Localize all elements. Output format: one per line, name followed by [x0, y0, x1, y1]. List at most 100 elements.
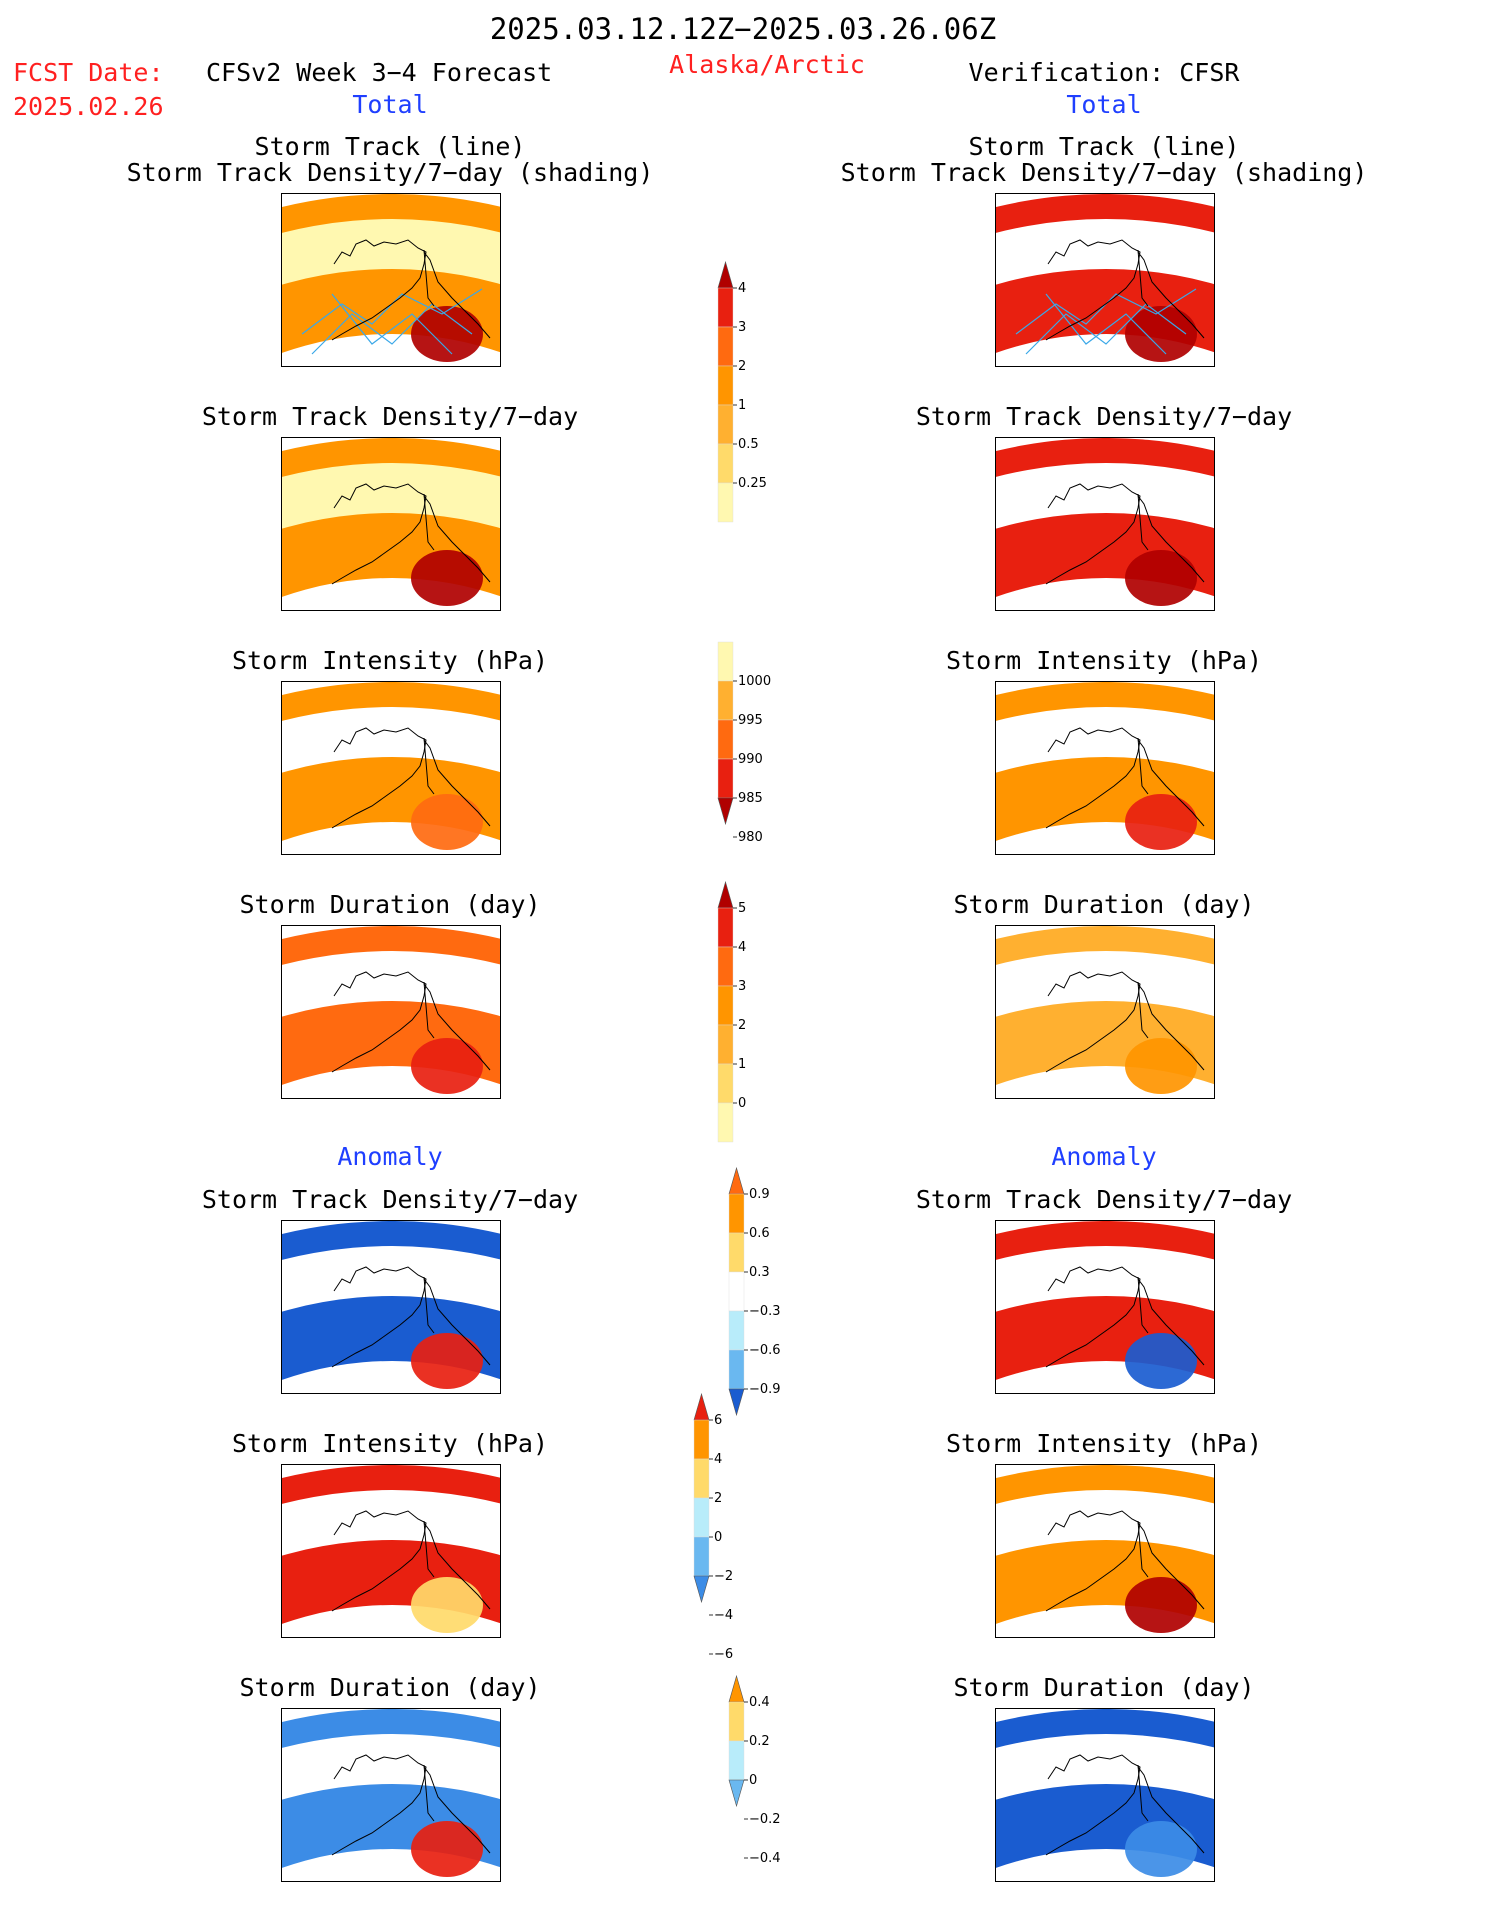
- colorbar-tick-label: −0.3: [749, 1304, 781, 1319]
- colorbar-arrow-top: [693, 1392, 710, 1421]
- map-svg: [996, 1709, 1214, 1877]
- title-track-density-shading-left: Storm Track Density/7−day (shading): [126, 158, 654, 187]
- colorbar-tick-label: 6: [714, 1413, 722, 1428]
- map-field-inner: [996, 463, 1214, 529]
- title-track-line-left: Storm Track (line): [254, 132, 526, 161]
- map-fcst-intensity: [281, 681, 501, 855]
- storm-track-lines: [301, 288, 483, 355]
- colorbar-arrow-top: [728, 1166, 745, 1195]
- map-hotspot: [411, 794, 483, 850]
- map-ver-duration: [995, 925, 1215, 1099]
- map-hotspot: [1125, 1577, 1197, 1633]
- total-label-right: Total: [1066, 90, 1142, 119]
- alaska-canada-border: [423, 493, 435, 551]
- colorbar-tick-label: −0.2: [749, 1812, 781, 1827]
- colorbar-segment: [728, 1193, 745, 1234]
- colorbar-tick-label: −4: [714, 1608, 733, 1623]
- colorbar-arrow-bottom: [728, 1388, 745, 1417]
- colorbar-segment: [728, 1232, 745, 1273]
- alaska-coastline: [331, 483, 491, 585]
- colorbar-segment: [693, 1419, 710, 1460]
- map-svg: [282, 682, 500, 850]
- map-svg: [996, 1221, 1214, 1389]
- alaska-canada-border: [1137, 249, 1149, 307]
- map-hotspot: [1125, 1333, 1197, 1389]
- map-ver-track: [995, 193, 1215, 367]
- alaska-canada-border: [423, 1520, 435, 1578]
- title-track-density-right: Storm Track Density/7−day: [915, 402, 1293, 431]
- colorbar-tick-label: 2: [738, 1018, 746, 1033]
- alaska-canada-border: [1137, 1764, 1149, 1822]
- map-svg: [282, 1221, 500, 1389]
- colorbar-tick-label: 2: [714, 1491, 722, 1506]
- colorbar-tick-label: −2: [714, 1569, 733, 1584]
- map-field-inner: [996, 1490, 1214, 1556]
- title-anom-duration-left: Storm Duration (day): [239, 1673, 541, 1702]
- map-field-inner: [996, 1246, 1214, 1312]
- alaska-canada-border: [1137, 737, 1149, 795]
- total-label-left: Total: [352, 90, 428, 119]
- map-field-inner: [282, 219, 500, 285]
- map-hotspot: [1125, 306, 1197, 362]
- colorbar-arrow-bottom: [728, 1779, 745, 1808]
- map-ver-density-anom: [995, 1220, 1215, 1394]
- colorbar-arrow-bottom: [693, 1575, 710, 1604]
- colorbar-tick-label: 1: [738, 398, 746, 413]
- period-title: 2025.03.12.12Z−2025.03.26.06Z: [489, 12, 997, 46]
- colorbar-svg: 1000 995 990 985 980: [717, 641, 771, 845]
- map-svg: [282, 438, 500, 606]
- map-fcst-density-anom: [281, 1220, 501, 1394]
- map-hotspot: [411, 1333, 483, 1389]
- title-duration-left: Storm Duration (day): [239, 890, 541, 919]
- alaska-canada-border: [423, 737, 435, 795]
- map-field-inner: [996, 219, 1214, 285]
- colorbar-segment: [717, 680, 734, 721]
- title-track-line-right: Storm Track (line): [968, 132, 1240, 161]
- colorbar-tick-label: 4: [738, 281, 746, 296]
- colorbar-svg: 6 4 2 0 −2 −4 −6: [693, 1392, 733, 1662]
- colorbar-tick-label: 980: [738, 830, 763, 845]
- colorbar-segment: [717, 443, 734, 484]
- title-anom-density-right: Storm Track Density/7−day: [915, 1185, 1293, 1214]
- alaska-coastline: [331, 239, 491, 341]
- alaska-canada-border: [423, 1276, 435, 1334]
- alaska-coastline: [331, 1754, 491, 1856]
- map-field-inner: [996, 1734, 1214, 1800]
- map-field-inner: [282, 1246, 500, 1312]
- colorbar-segment: [717, 287, 734, 328]
- colorbar-segment: [693, 1458, 710, 1499]
- colorbar-tick-label: −6: [714, 1647, 733, 1662]
- map-ver-intensity: [995, 681, 1215, 855]
- map-fcst-density: [281, 437, 501, 611]
- map-svg: [996, 438, 1214, 606]
- map-field-inner: [996, 951, 1214, 1017]
- colorbar-segment: [717, 482, 734, 523]
- colorbar-tick-label: 4: [714, 1452, 722, 1467]
- alaska-coastline: [1045, 971, 1205, 1073]
- colorbar-tick-label: 990: [738, 752, 763, 767]
- map-svg: [996, 1465, 1214, 1633]
- alaska-canada-border: [1137, 1276, 1149, 1334]
- alaska-coastline: [331, 727, 491, 829]
- map-svg: [996, 194, 1214, 362]
- map-svg: [282, 194, 500, 362]
- alaska-coastline: [1045, 1510, 1205, 1612]
- colorbar-tick-label: 985: [738, 791, 763, 806]
- colorbar-segment: [717, 719, 734, 760]
- verification-title: Verification: CFSR: [968, 58, 1240, 87]
- colorbar-segment: [728, 1740, 745, 1781]
- map-fcst-duration: [281, 925, 501, 1099]
- colorbar-segment: [717, 326, 734, 367]
- map-ver-duration-anom: [995, 1708, 1215, 1882]
- colorbar-tick-label: 1000: [738, 674, 771, 689]
- colorbar-tick-label: 0: [749, 1773, 757, 1788]
- title-anom-density-left: Storm Track Density/7−day: [201, 1185, 579, 1214]
- title-intensity-right: Storm Intensity (hPa): [945, 646, 1263, 675]
- colorbar-svg: 5 4 3 2 1 0: [717, 880, 746, 1143]
- colorbar-tick-label: 0.2: [749, 1734, 770, 1749]
- colorbar-tick-label: 2: [738, 359, 746, 374]
- colorbar-segment: [728, 1701, 745, 1742]
- map-svg: [282, 926, 500, 1094]
- colorbar-tick-label: 0: [738, 1096, 746, 1111]
- colorbar-svg: 4 3 2 1 0.5 0.25: [717, 260, 767, 523]
